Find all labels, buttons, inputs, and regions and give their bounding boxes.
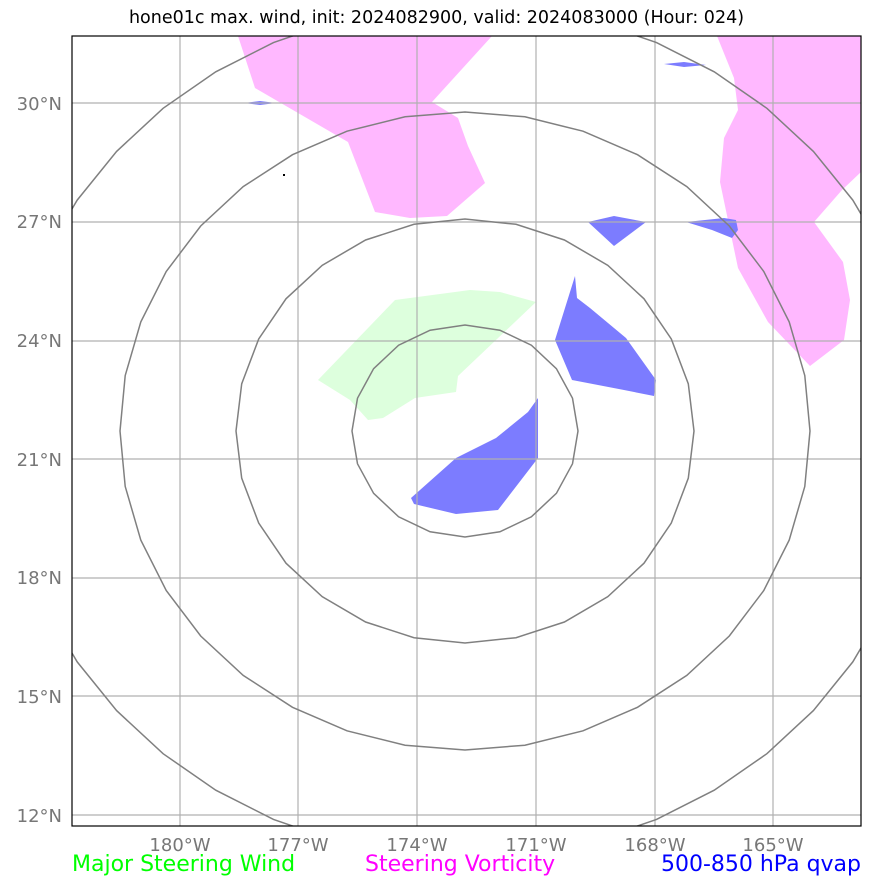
steering-wind-region: [318, 290, 536, 420]
qvap-region-center: [411, 398, 538, 514]
legend-steering-vorticity: Steering Vorticity: [365, 852, 556, 877]
map-frame: [71, 35, 862, 827]
steering-vorticity-region-east: [717, 36, 861, 366]
legend-qvap: 500-850 hPa qvap: [660, 852, 861, 877]
lat-label-15n: 15°N: [17, 687, 62, 708]
lon-label-180w: 180°W: [149, 835, 210, 856]
lat-label-27n: 27°N: [17, 212, 62, 233]
qvap-region-top: [664, 62, 706, 67]
range-ring: [351, 324, 579, 538]
lat-label-18n: 18°N: [17, 568, 62, 589]
qvap-region-mid: [555, 276, 656, 396]
range-rings: [72, 36, 861, 826]
lat-label-24n: 24°N: [17, 331, 62, 352]
lon-label-171w: 171°W: [505, 835, 566, 856]
graticule: [72, 36, 861, 826]
map-title: hone01c max. wind, init: 2024082900, val…: [128, 8, 745, 28]
lon-label-174w: 174°W: [386, 835, 447, 856]
legend-steering-wind: Major Steering Wind: [72, 852, 296, 877]
range-ring: [119, 111, 811, 751]
lon-label-165w: 165°W: [742, 835, 803, 856]
qvap-region-ne-1: [588, 216, 646, 246]
lat-label-12n: 12°N: [17, 806, 62, 827]
lat-label-21n: 21°N: [17, 450, 62, 471]
lon-label-177w: 177°W: [267, 835, 328, 856]
lon-label-168w: 168°W: [624, 835, 685, 856]
lat-label-30n: 30°N: [17, 94, 62, 115]
range-ring: [235, 218, 695, 644]
range-ring: [72, 36, 861, 826]
storm-center-marker: [283, 174, 285, 176]
